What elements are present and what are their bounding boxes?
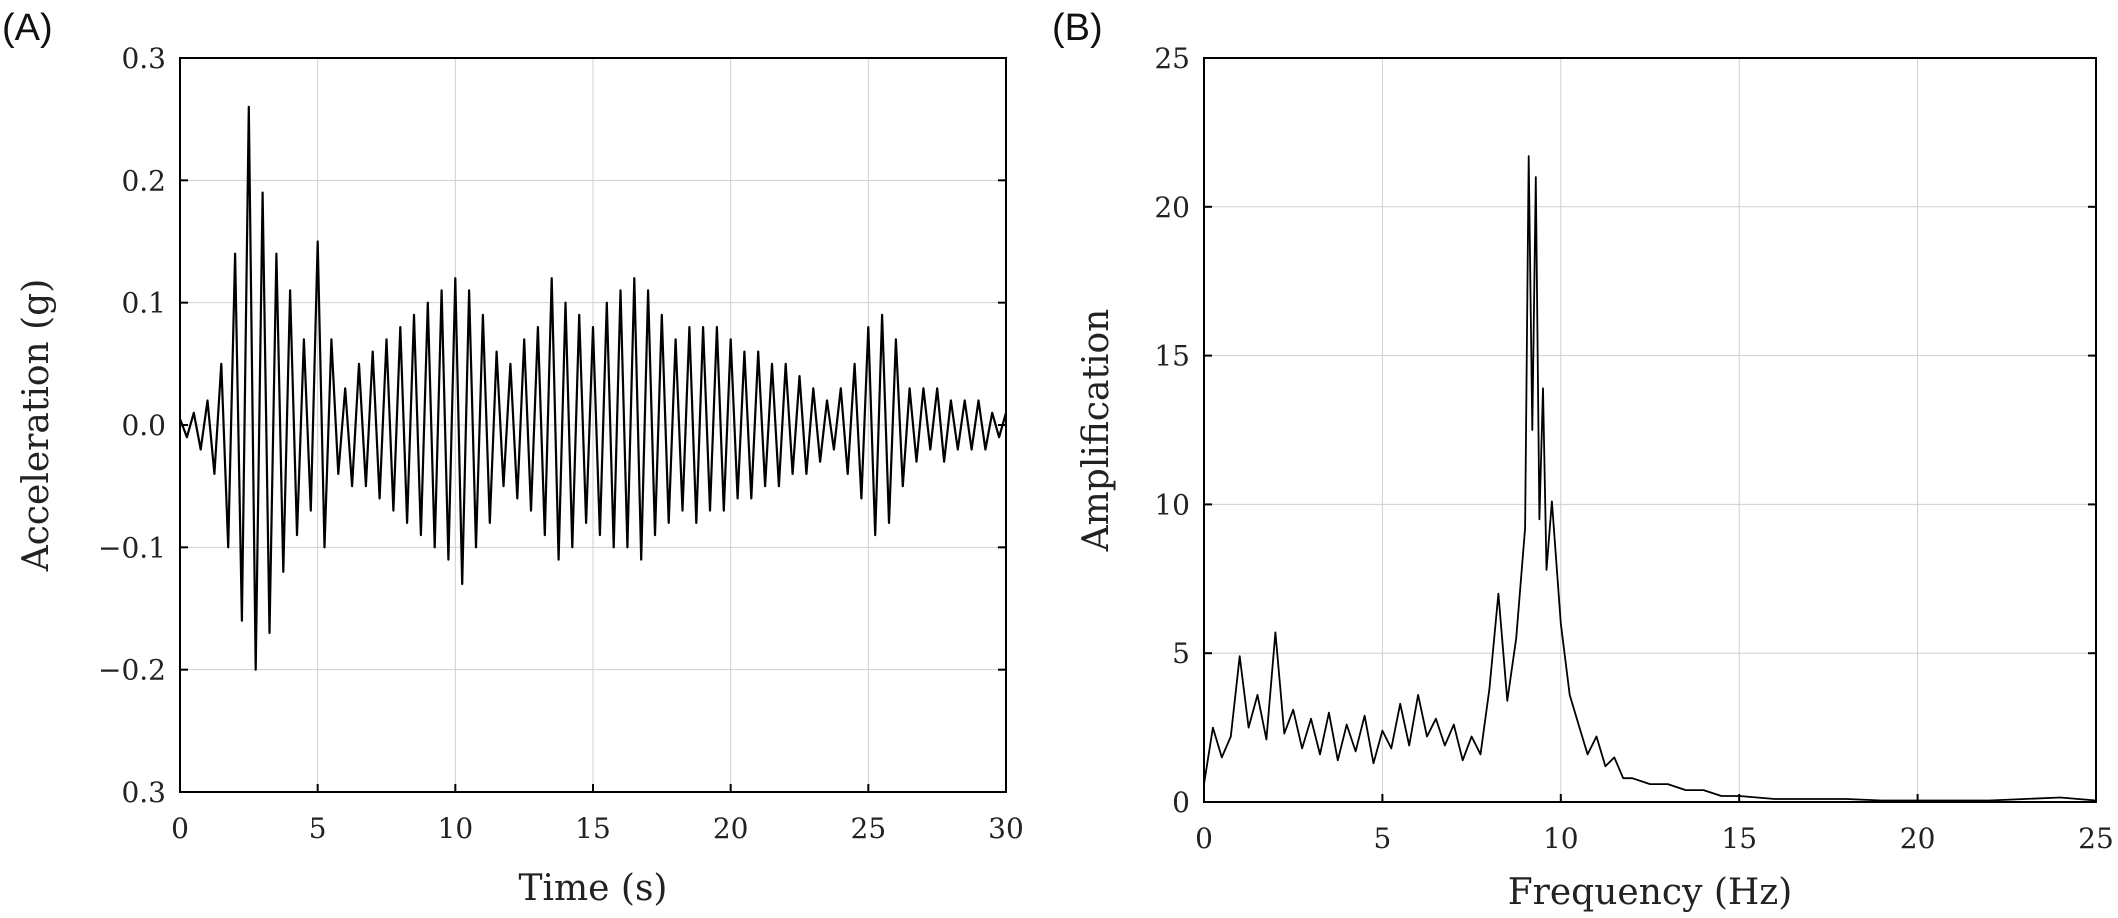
panel-b-y-tick-label-4: 20 xyxy=(1154,191,1190,224)
panel-a-label: (A) xyxy=(2,7,53,49)
panel-a-y-tick-label-2: −0.1 xyxy=(98,531,166,564)
panel-b-label: (B) xyxy=(1052,7,1103,49)
panel-a-y-tick-label-6: 0.3 xyxy=(121,42,166,75)
panel-a-y-tick-label-1: −0.2 xyxy=(98,654,166,687)
panel-b-x-tick-label-2: 10 xyxy=(1543,822,1579,855)
panel-a-x-tick-label-2: 10 xyxy=(438,812,474,845)
panel-b-series-line-0 xyxy=(1203,155,2097,802)
panel-b-plot-frame xyxy=(1203,57,2097,803)
panel-b-x-tick-label-0: 0 xyxy=(1195,822,1213,855)
panel-b-x-tick-label-4: 20 xyxy=(1900,822,1936,855)
panel-a-x-tick-label-5: 25 xyxy=(851,812,887,845)
panel-a-x-tick-label-4: 20 xyxy=(713,812,749,845)
panel-b-x-tick-label-3: 15 xyxy=(1721,822,1757,855)
panel-a-y-axis-label: Acceleration (g) xyxy=(16,279,57,573)
panel-b-y-tick-label-2: 10 xyxy=(1154,488,1190,521)
panel-a-x-axis-label: Time (s) xyxy=(519,868,668,909)
panel-b-y-axis-label: Amplification xyxy=(1076,309,1117,553)
panel-b-y-tick-label-5: 25 xyxy=(1154,42,1190,75)
panel-b-x-axis-label: Frequency (Hz) xyxy=(1508,872,1793,913)
panel-b-y-tick-label-0: 0 xyxy=(1172,786,1190,819)
panel-b-y-tick-label-1: 5 xyxy=(1172,637,1190,670)
panel-a-y-tick-label-5: 0.2 xyxy=(121,164,166,197)
panel-a-x-tick-label-3: 15 xyxy=(575,812,611,845)
panel-a-y-tick-label-3: 0.0 xyxy=(121,409,166,442)
panel-b-x-tick-label-5: 25 xyxy=(2078,822,2114,855)
panel-b-y-tick-label-3: 15 xyxy=(1154,340,1190,373)
panel-a-y-tick-label-4: 0.1 xyxy=(121,287,166,320)
panel-b-x-tick-label-1: 5 xyxy=(1373,822,1391,855)
panel-a-x-tick-label-1: 5 xyxy=(309,812,327,845)
panel-a-x-tick-label-0: 0 xyxy=(171,812,189,845)
panel-a-x-tick-label-6: 30 xyxy=(988,812,1024,845)
panel-a-series-line-0 xyxy=(178,105,1008,671)
panel-a-y-tick-label-0: 0.3 xyxy=(121,776,166,809)
